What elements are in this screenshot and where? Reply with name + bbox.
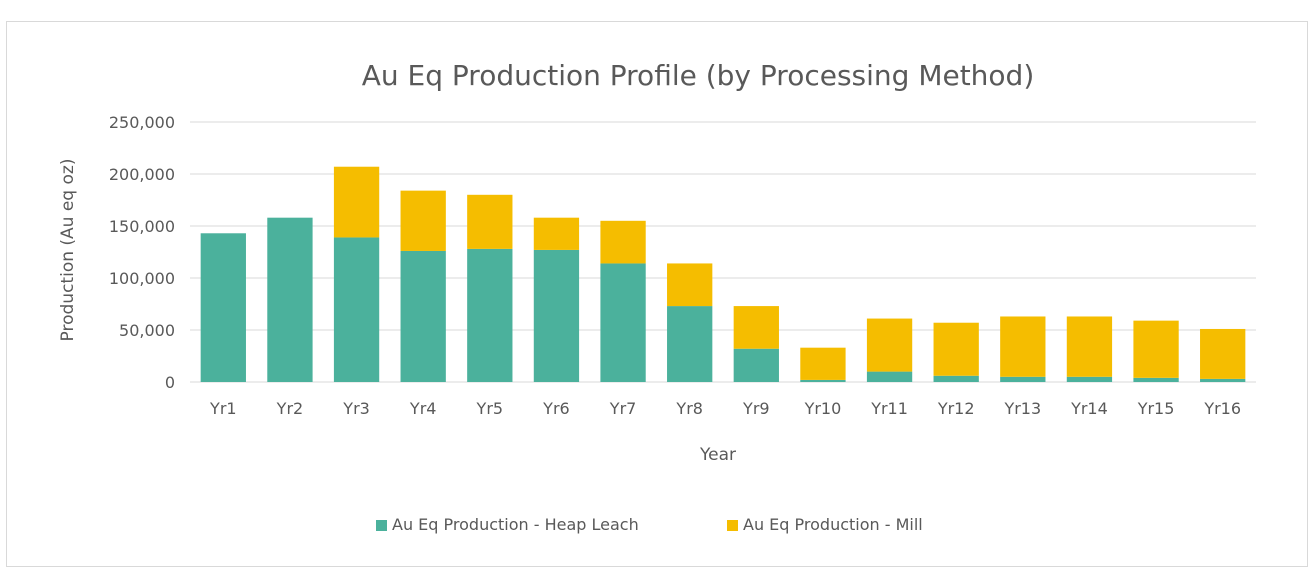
- bar-mill: [600, 220, 646, 264]
- legend-swatch: [376, 520, 387, 531]
- y-tick-label: 150,000: [109, 217, 175, 236]
- x-tick-label: Yr6: [542, 399, 570, 418]
- bar-heap-leach: [1000, 376, 1046, 382]
- x-axis-title: Year: [699, 445, 736, 465]
- chart-title: Au Eq Production Profile (by Processing …: [362, 59, 1035, 92]
- bar-heap-leach: [733, 348, 779, 382]
- legend: Au Eq Production - Heap Leach Au Eq Produ…: [376, 515, 923, 534]
- bar-heap-leach: [400, 250, 446, 382]
- x-tick-label: Yr1: [209, 399, 237, 418]
- bar-heap-leach: [1066, 376, 1113, 382]
- bar-mill: [667, 263, 713, 307]
- x-tick-label: Yr11: [870, 399, 908, 418]
- bar-heap-leach: [800, 379, 846, 382]
- bar-heap-leach: [467, 248, 513, 382]
- bar-mill: [533, 217, 580, 250]
- legend-swatch: [727, 520, 738, 531]
- x-tick-label: Yr5: [476, 399, 504, 418]
- x-tick-label: Yr16: [1203, 399, 1241, 418]
- x-tick-label: Yr4: [409, 399, 437, 418]
- x-tick-label: Yr15: [1137, 399, 1175, 418]
- y-tick-label: 0: [165, 373, 175, 392]
- bar-heap-leach: [667, 306, 713, 382]
- bars: [200, 166, 1246, 382]
- bar-heap-leach: [333, 237, 380, 382]
- x-tick-label: Yr8: [675, 399, 703, 418]
- bar-mill: [1066, 316, 1113, 377]
- y-tick-label: 200,000: [109, 165, 175, 184]
- bar-mill: [1133, 320, 1179, 378]
- x-axis-ticks: Yr1 Yr2 Yr3 Yr4 Yr5 Yr6 Yr7 Yr8 Yr9 Yr10 Yr11 Yr12 Y…: [209, 399, 1241, 418]
- bar-mill: [866, 318, 913, 372]
- bar-heap-leach: [1133, 377, 1179, 382]
- x-tick-label: Yr13: [1003, 399, 1041, 418]
- bar-mill: [733, 306, 779, 349]
- x-tick-label: Yr3: [342, 399, 370, 418]
- bar-heap-leach: [600, 263, 646, 382]
- x-tick-label: Yr9: [742, 399, 770, 418]
- y-tick-label: 100,000: [109, 269, 175, 288]
- x-tick-label: Yr7: [609, 399, 637, 418]
- bar-mill: [1000, 316, 1046, 377]
- bar-heap-leach: [866, 371, 913, 382]
- y-tick-label: 50,000: [119, 321, 175, 340]
- bar-heap-leach: [1200, 378, 1246, 382]
- y-axis-ticks: 0 50,000 100,000 150,000 200,000 250,000: [109, 113, 175, 392]
- legend-label: Au Eq Production - Heap Leach: [392, 515, 639, 534]
- x-tick-label: Yr12: [937, 399, 975, 418]
- bar-heap-leach: [267, 217, 313, 382]
- bar-heap-leach: [533, 249, 580, 382]
- bar-mill: [400, 190, 446, 251]
- bar-mill: [467, 194, 513, 249]
- x-tick-label: Yr10: [804, 399, 842, 418]
- bar-mill: [1200, 328, 1246, 379]
- bar-mill: [933, 322, 979, 376]
- y-axis-title: Production (Au eq oz): [58, 159, 78, 342]
- x-tick-label: Yr14: [1070, 399, 1108, 418]
- x-tick-label: Yr2: [276, 399, 304, 418]
- bar-heap-leach: [200, 233, 246, 382]
- legend-label: Au Eq Production - Mill: [743, 515, 923, 534]
- bar-heap-leach: [933, 375, 979, 382]
- bar-mill: [333, 166, 380, 238]
- y-tick-label: 250,000: [109, 113, 175, 132]
- bar-mill: [800, 347, 846, 380]
